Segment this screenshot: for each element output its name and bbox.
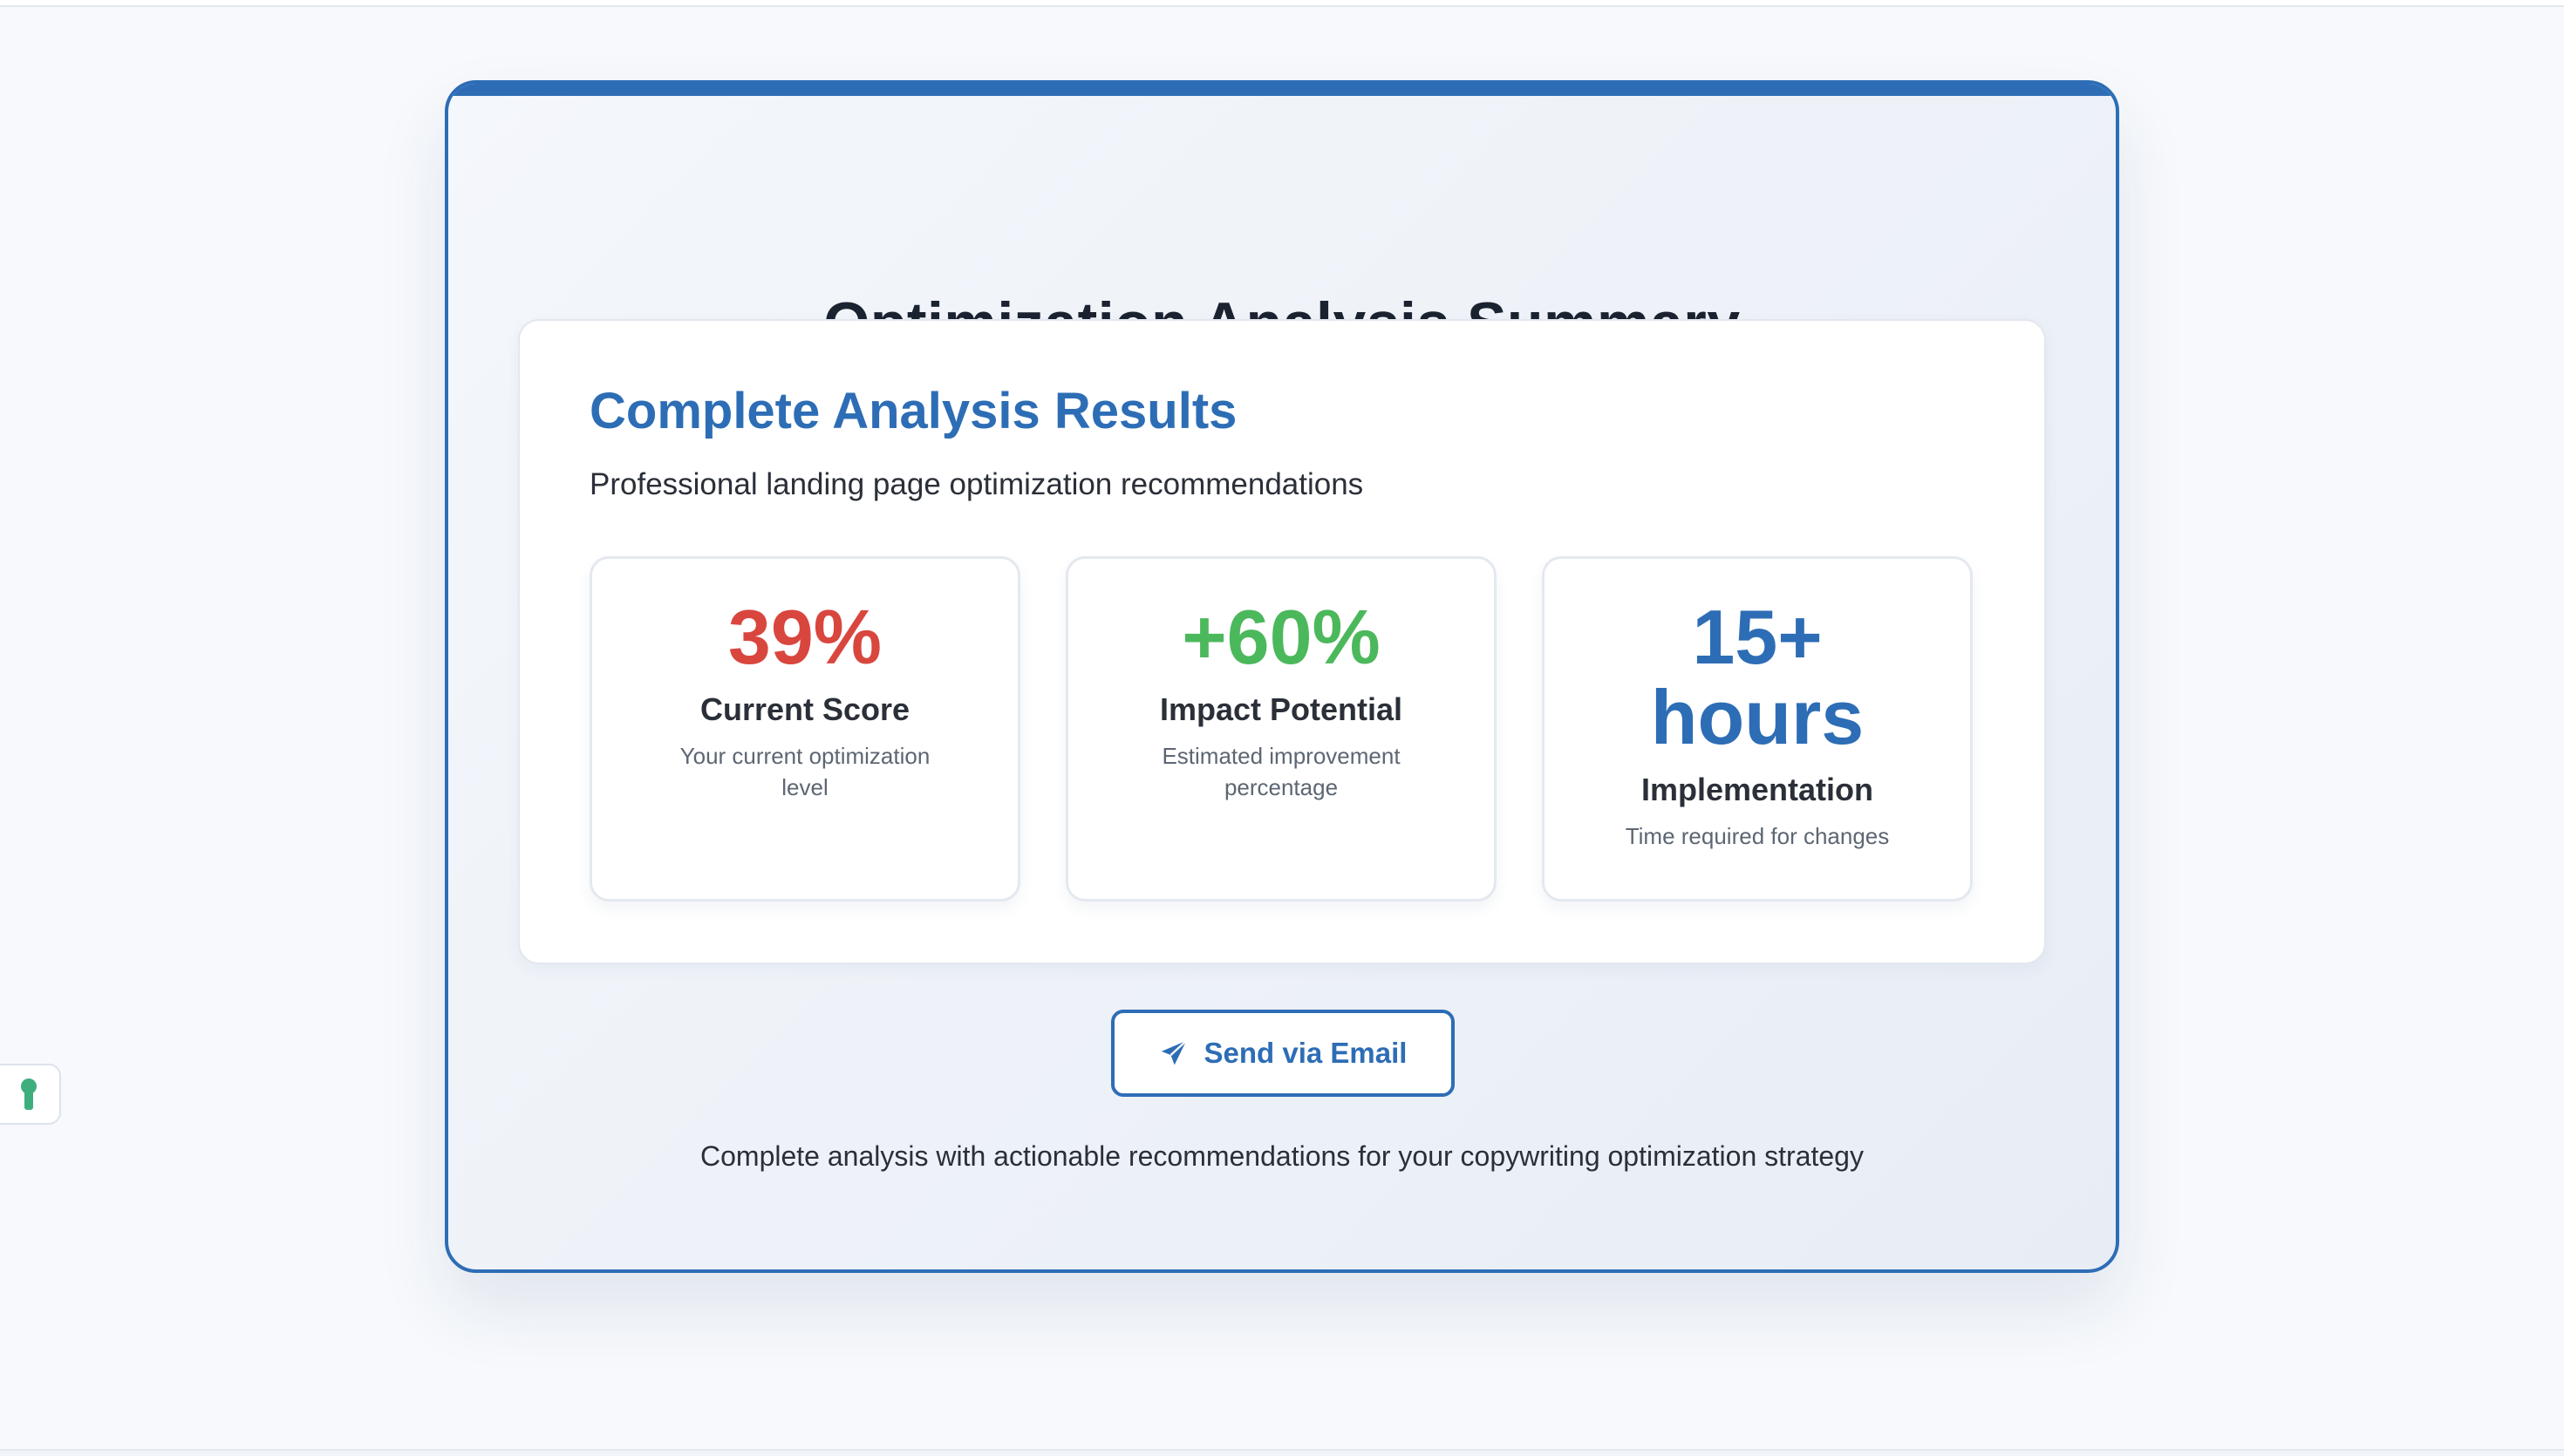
metric-description: Your current optimization level	[679, 743, 931, 800]
metric-card-impact-potential: +60% Impact Potential Estimated improvem…	[1066, 556, 1497, 901]
summary-card-accent	[448, 84, 2116, 96]
bottom-divider	[0, 1449, 2564, 1456]
footer-note: Complete analysis with actionable recomm…	[700, 1140, 1864, 1172]
results-subtitle: Professional landing page optimization r…	[590, 467, 1364, 501]
metric-description: Estimated improvement percentage	[1162, 743, 1401, 800]
send-email-button-label: Send via Email	[1204, 1037, 1408, 1069]
metric-label: Implementation	[1640, 772, 1874, 807]
paper-plane-icon	[1161, 1039, 1187, 1065]
summary-card: Optimization Analysis Summary Complete A…	[445, 80, 2119, 1273]
results-card: Complete Analysis Results Professional l…	[518, 319, 2046, 964]
metric-value: 15+ hours	[1650, 594, 1865, 760]
metric-value: 39%	[727, 594, 883, 680]
metric-card-implementation: 15+ hours Implementation Time required f…	[1542, 556, 1973, 901]
results-title: Complete Analysis Results	[590, 383, 1238, 439]
metric-card-current-score: 39% Current Score Your current optimizat…	[590, 556, 1020, 901]
top-divider	[0, 0, 2564, 7]
side-tab[interactable]	[0, 1064, 61, 1125]
metric-description: Time required for changes	[1625, 823, 1890, 849]
metric-label: Current Score	[699, 691, 910, 727]
send-email-button[interactable]: Send via Email	[1111, 1010, 1455, 1097]
metric-label: Impact Potential	[1159, 691, 1403, 727]
metric-value: +60%	[1182, 594, 1381, 680]
keyhole-icon	[21, 1078, 37, 1110]
